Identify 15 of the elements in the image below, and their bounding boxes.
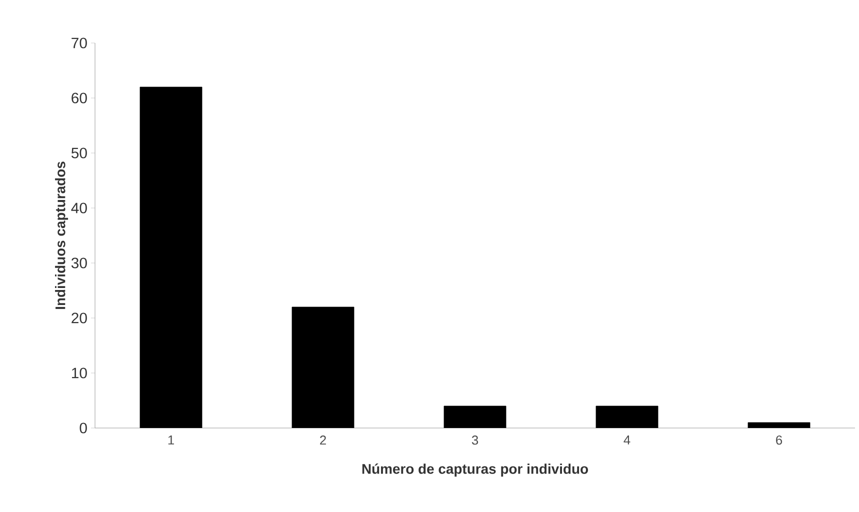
x-tick-label: 2 — [320, 436, 326, 445]
y-tick-label: 20 — [72, 312, 87, 324]
x-axis-title: Número de capturas por individuo — [362, 463, 588, 477]
y-tick-label: 60 — [72, 92, 87, 104]
y-tick-label: 10 — [72, 368, 87, 378]
y-tick-label: 70 — [72, 38, 87, 48]
x-tick-label: 6 — [776, 436, 782, 445]
x-tick-label: 3 — [472, 436, 478, 445]
x-tick-label: 4 — [624, 436, 630, 444]
y-tick-label: 0 — [80, 422, 87, 434]
x-tick-label: 1 — [168, 436, 174, 444]
y-tick-label: 30 — [71, 258, 87, 268]
y-axis-title: Individuos capturados — [55, 162, 68, 309]
y-tick-label: 50 — [71, 148, 87, 158]
y-tick-label: 40 — [71, 202, 87, 214]
